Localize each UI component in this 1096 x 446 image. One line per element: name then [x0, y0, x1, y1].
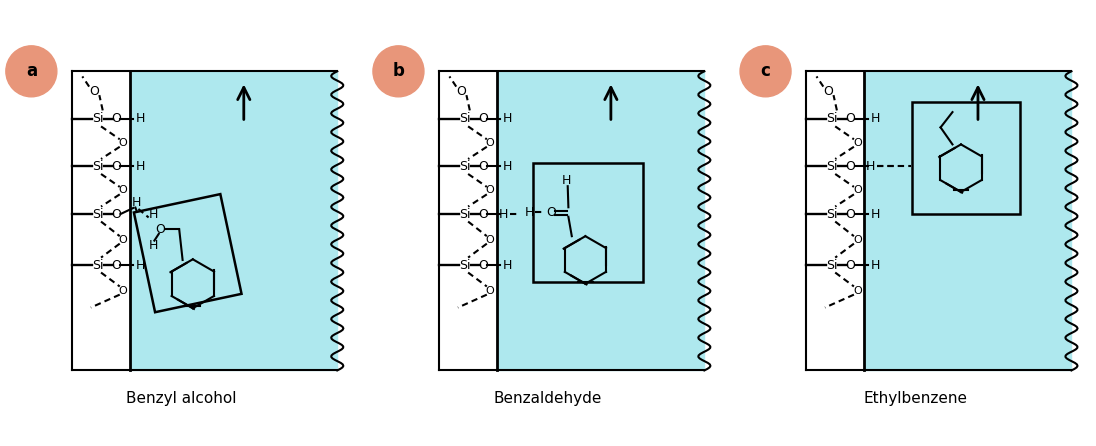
Text: Si: Si — [459, 207, 470, 221]
Text: O: O — [547, 206, 557, 219]
Text: O: O — [479, 112, 489, 125]
Bar — [807, 71, 864, 371]
Text: O: O — [479, 207, 489, 221]
Text: O: O — [846, 160, 856, 173]
Text: H: H — [562, 173, 571, 186]
Text: Si: Si — [826, 259, 837, 272]
Text: Si: Si — [92, 160, 103, 173]
Bar — [130, 71, 338, 371]
Text: H: H — [499, 207, 509, 221]
Text: Si: Si — [459, 259, 470, 272]
Text: Benzyl alcohol: Benzyl alcohol — [126, 391, 236, 406]
Text: c: c — [761, 62, 770, 80]
Text: O: O — [479, 160, 489, 173]
Text: O: O — [118, 235, 127, 244]
Bar — [496, 71, 705, 371]
Text: O: O — [112, 259, 122, 272]
Text: O: O — [118, 185, 127, 195]
Bar — [912, 102, 1020, 214]
Text: O: O — [89, 85, 99, 98]
Circle shape — [740, 46, 791, 97]
Bar — [864, 71, 1072, 371]
Text: O: O — [112, 207, 122, 221]
Text: O: O — [853, 138, 861, 148]
Text: O: O — [456, 85, 466, 98]
Text: H: H — [866, 160, 876, 173]
Circle shape — [5, 46, 57, 97]
Text: Si: Si — [826, 112, 837, 125]
Text: Si: Si — [92, 259, 103, 272]
Text: O: O — [846, 259, 856, 272]
Bar — [134, 194, 241, 312]
Text: Si: Si — [826, 160, 837, 173]
Bar — [533, 163, 643, 282]
Text: O: O — [486, 285, 494, 296]
Text: O: O — [853, 235, 861, 244]
Text: H: H — [503, 160, 513, 173]
Text: H: H — [503, 112, 513, 125]
Text: Si: Si — [92, 207, 103, 221]
Text: O: O — [823, 85, 833, 98]
Text: H: H — [525, 206, 534, 219]
Text: Si: Si — [92, 112, 103, 125]
Text: O: O — [112, 112, 122, 125]
Text: H: H — [132, 196, 141, 209]
Text: H: H — [136, 160, 146, 173]
Text: Si: Si — [459, 160, 470, 173]
Text: Benzaldehyde: Benzaldehyde — [494, 391, 602, 406]
Text: H: H — [503, 259, 513, 272]
Text: O: O — [846, 207, 856, 221]
Text: O: O — [486, 185, 494, 195]
Text: O: O — [118, 285, 127, 296]
Text: O: O — [112, 160, 122, 173]
Bar — [72, 71, 130, 371]
Text: O: O — [118, 138, 127, 148]
Text: Si: Si — [826, 207, 837, 221]
Text: H: H — [870, 259, 880, 272]
Text: O: O — [486, 235, 494, 244]
Text: Ethylbenzene: Ethylbenzene — [863, 391, 967, 406]
Text: H: H — [136, 112, 146, 125]
Text: Si: Si — [459, 112, 470, 125]
Bar — [439, 71, 496, 371]
Text: H: H — [136, 259, 146, 272]
Text: H: H — [870, 207, 880, 221]
Text: O: O — [486, 138, 494, 148]
Text: H: H — [870, 112, 880, 125]
Text: O: O — [156, 223, 165, 236]
Text: H: H — [148, 239, 158, 252]
Text: H: H — [149, 207, 159, 221]
Text: O: O — [853, 185, 861, 195]
Text: b: b — [392, 62, 404, 80]
Text: O: O — [846, 112, 856, 125]
Circle shape — [373, 46, 424, 97]
Text: O: O — [479, 259, 489, 272]
Text: a: a — [26, 62, 37, 80]
Text: O: O — [853, 285, 861, 296]
